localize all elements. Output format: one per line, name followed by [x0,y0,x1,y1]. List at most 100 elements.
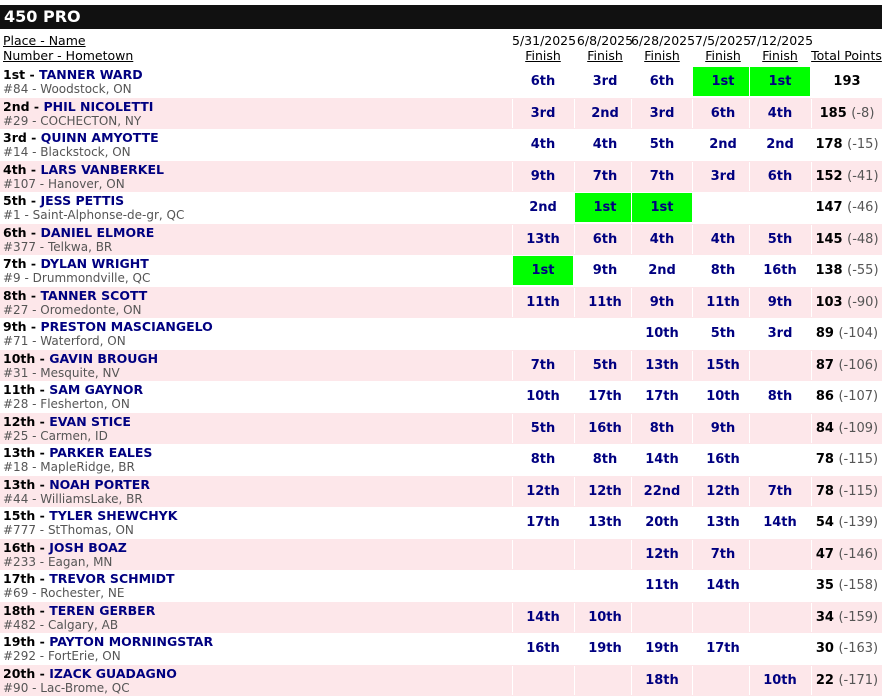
rider-name-link[interactable]: DANIEL ELMORE [40,225,155,240]
rider-name-link[interactable]: TREVOR SCHMIDT [49,571,175,586]
finish-cell: 17th [574,382,635,411]
finish-header[interactable]: Finish [525,48,561,63]
number-hometown-header[interactable]: Number - Hometown [3,48,134,63]
rider-name-line: 3rd - QUINN AMYOTTE [3,131,159,145]
table-row: 13th - PARKER EALES #18 - MapleRidge, BR 8… [0,444,882,475]
finish-cell: 20th [631,508,692,537]
rider-name-link[interactable]: SAM GAYNOR [49,382,144,397]
points-gap: (-115) [838,484,879,499]
rider-name-link[interactable]: DYLAN WRIGHT [40,256,149,271]
finish-cell [749,540,810,569]
rider-name-line: 11th - SAM GAYNOR [3,383,143,397]
separator: - [35,618,48,632]
separator: - [20,271,33,285]
rider-number-hometown: #44 - WilliamsLake, BR [3,493,143,506]
rider-hometown: Telkwa, BR [47,240,113,254]
total-points-header[interactable]: Total Points [811,48,882,63]
total-points-cell: 35 (-158) [811,571,882,600]
rider-hometown: Calgary, AB [47,618,119,632]
points-gap: (-115) [838,452,879,467]
rider-number-hometown: #292 - FortErie, ON [3,650,121,663]
finish-cell: 8th [749,382,810,411]
table-row: 9th - PRESTON MASCIANGELO #71 - Waterford… [0,318,882,349]
rider-name-line: 13th - NOAH PORTER [3,478,150,492]
race-date: 6/28/2025 [631,33,696,48]
points-value: 138 [815,263,843,278]
table-row: 12th - EVAN STICE #25 - Carmen, ID 5th 16th… [0,413,882,444]
rider-name-link[interactable]: TANNER SCOTT [40,288,148,303]
rider-name-link[interactable]: PARKER EALES [49,445,153,460]
rider-name-link[interactable]: TEREN GERBER [49,603,156,618]
rider-name-link[interactable]: TYLER SHEWCHYK [49,508,178,523]
points-value: 185 [819,106,847,121]
finish-cell: 5th [749,225,810,254]
rider-name-link[interactable]: QUINN AMYOTTE [40,130,159,145]
separator: - [35,540,50,555]
rider-name-link[interactable]: LARS VANBERKEL [40,162,164,177]
rider-number: #25 [3,429,29,443]
finish-cell [692,666,753,695]
rider-hometown: Eagan, MN [47,555,113,569]
place-label: 6th [3,225,27,240]
rider-name-link[interactable]: JESS PETTIS [40,193,125,208]
place-label: 9th [3,319,27,334]
rider-name-link[interactable]: PAYTON MORNINGSTAR [49,634,214,649]
finish-cell: 9th [512,162,573,191]
finish-header[interactable]: Finish [762,48,798,63]
separator: - [35,523,48,537]
finish-cell: 16th [749,256,810,285]
finish-cell: 11th [574,288,635,317]
finish-cell-win: 1st [574,193,635,222]
rider-name-link[interactable]: EVAN STICE [49,414,131,429]
rider-hometown: Carmen, ID [40,429,108,443]
rider-name-link[interactable]: NOAH PORTER [49,477,150,492]
points-gap: (-15) [847,137,879,152]
finish-cell: 7th [749,477,810,506]
points-value: 89 [815,326,834,341]
finish-cell: 5th [692,319,753,348]
finish-cell: 22nd [631,477,692,506]
finish-cell: 2nd [574,99,635,128]
finish-cell [749,445,810,474]
place-name-header[interactable]: Place - Name [3,33,86,48]
rider-number: #292 [3,649,36,663]
rider-number: #44 [3,492,29,506]
table-row: 5th - JESS PETTIS #1 - Saint-Alphonse-de-… [0,192,882,223]
place-label: 13th [3,445,36,460]
finish-header[interactable]: Finish [705,48,741,63]
points-gap: (-48) [847,232,879,247]
place-label: 18th [3,603,36,618]
rider-hometown: Waterford, ON [40,334,126,348]
points-gap: (-159) [838,610,879,625]
rider-name-link[interactable]: PRESTON MASCIANGELO [40,319,213,334]
points-gap: (-171) [838,673,879,688]
finish-cell: 2nd [749,130,810,159]
table-row: 11th - SAM GAYNOR #28 - Flesherton, ON 10t… [0,381,882,412]
rider-name-link[interactable]: GAVIN BROUGH [49,351,159,366]
race-column-header: 6/8/2025 Finish [574,33,636,63]
finish-cell: 10th [574,603,635,632]
rider-number-hometown: #9 - Drummondville, QC [3,272,150,285]
table-row: 8th - TANNER SCOTT #27 - Oromedonte, ON 11… [0,287,882,318]
table-row: 13th - NOAH PORTER #44 - WilliamsLake, BR… [0,476,882,507]
finish-cell: 4th [512,130,573,159]
rider-name-link[interactable]: PHIL NICOLETTI [43,99,154,114]
separator: - [35,382,50,397]
rider-name-link[interactable]: TANNER WARD [39,67,143,82]
rider-name-link[interactable]: JOSH BOAZ [49,540,127,555]
finish-cell: 3rd [749,319,810,348]
total-points-cell: 78 (-115) [811,445,882,474]
rider-name-line: 13th - PARKER EALES [3,446,152,460]
finish-cell: 12th [574,477,635,506]
finish-cell: 5th [574,351,635,380]
place-label: 16th [3,540,36,555]
rider-number: #28 [3,397,29,411]
finish-cell: 6th [749,162,810,191]
place-label: 2nd [3,99,30,114]
finish-header[interactable]: Finish [587,48,623,63]
rider-name-link[interactable]: IZACK GUADAGNO [49,666,177,681]
rider-number-hometown: #69 - Rochester, NE [3,587,124,600]
finish-cell: 10th [631,319,692,348]
finish-header[interactable]: Finish [644,48,680,63]
rider-number-hometown: #71 - Waterford, ON [3,335,126,348]
